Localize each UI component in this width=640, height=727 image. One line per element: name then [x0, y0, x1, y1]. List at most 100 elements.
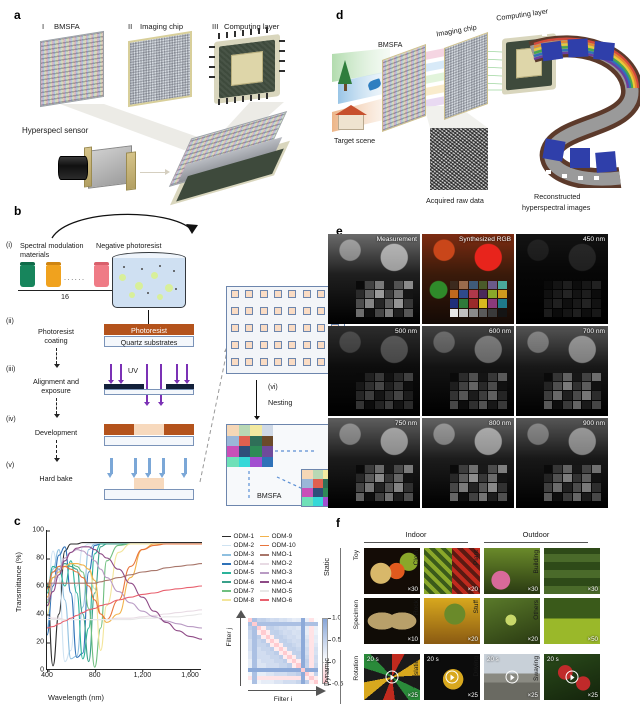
legend-swatch — [222, 563, 231, 565]
panel-e-cell-tag: 450 nm — [583, 236, 605, 243]
legend-item-nmo-4: NMO-4 — [260, 577, 296, 586]
panel-f-thumbnail[interactable]: ×10 — [364, 598, 420, 644]
panel-f-thumbnail[interactable]: ×30 — [484, 548, 540, 594]
material-bottle-1 — [20, 265, 35, 287]
color-checker-patch — [553, 290, 562, 299]
heatmap-cell — [283, 671, 288, 676]
panel-e-cell-tag: 900 nm — [583, 420, 605, 427]
legend-item-odm-1: ODM-1 — [222, 532, 254, 541]
heatmap-cell — [278, 655, 283, 660]
legend-column-1: ODM-1 ODM-2 ODM-3 ODM-4 ODM-5 ODM-6 ODM-7 ODM-8 — [222, 532, 254, 605]
scene-tree-trunk — [344, 84, 347, 91]
color-checker-patch — [365, 372, 374, 382]
panel-f-thumbnail[interactable]: ×25 20 s — [424, 654, 480, 700]
color-checker-patch — [449, 280, 459, 290]
colorbar-tick-2: 0 — [332, 658, 336, 666]
legend-item-odm-7: ODM-7 — [222, 587, 254, 596]
heatmap-cell — [256, 630, 262, 635]
panel-f-thumbnail-label: Plant — [473, 550, 480, 566]
color-checker-patch — [478, 299, 488, 308]
panel-f-thumbnail[interactable]: ×30 — [544, 548, 600, 594]
color-checker-patch — [384, 474, 394, 483]
heatmap-cell — [300, 622, 305, 627]
heatmap-cell — [252, 675, 257, 680]
panel-e-cell-tag: 500 nm — [395, 328, 417, 335]
colorbar-tick-3: -0.5 — [332, 680, 344, 688]
panel-b-arrow-ii-iii — [53, 348, 60, 368]
heatmap-cell — [265, 630, 270, 635]
panel-f-thumbnail[interactable]: ×25 20 s — [544, 654, 600, 700]
color-checker-patch — [497, 400, 507, 409]
panel-c: c 0 20 40 60 80 100 400 800 1,200 1,600 Transmit… — [0, 510, 360, 727]
camera-arrow-head — [165, 169, 170, 175]
color-checker-patch — [459, 280, 468, 290]
heatmap-cell — [309, 630, 314, 635]
color-checker-patch — [497, 308, 507, 317]
heatmap-cell — [287, 667, 292, 672]
panel-f-thumbnail[interactable]: ×20 — [424, 598, 480, 644]
color-checker-patch — [497, 280, 507, 290]
color-checker-patch — [591, 308, 601, 317]
play-icon[interactable] — [565, 670, 579, 684]
color-checker-patch — [394, 464, 403, 474]
legend-label: ODM-6 — [233, 578, 255, 586]
color-checker-patch — [403, 400, 413, 409]
heatmap-cell — [309, 646, 314, 651]
bmsfa-mosaic-cell — [302, 470, 313, 479]
color-checker-patch — [449, 492, 459, 501]
color-checker-patch — [572, 280, 582, 290]
color-checker-patch — [553, 464, 562, 474]
panel-f-thumbnail[interactable]: ×30 — [364, 548, 420, 594]
heatmap-cell — [269, 634, 275, 639]
color-checker-patch — [403, 391, 413, 400]
legend-swatch — [260, 599, 270, 601]
heatmap-cell — [274, 667, 279, 672]
heatmap-cell — [261, 655, 266, 660]
filter-array-cell — [273, 307, 282, 315]
panel-f-thumbnail[interactable]: ×25 20 s — [364, 654, 420, 700]
heatmap-cell — [269, 638, 275, 643]
heatmap-cell — [252, 626, 257, 631]
panel-e-cell: 500 nm — [328, 326, 420, 416]
panel-f-thumbnail[interactable]: ×20 — [484, 598, 540, 644]
panel-f-thumbnail[interactable]: ×50 — [544, 598, 600, 644]
legend-item-odm-9: ODM-9 — [260, 532, 296, 541]
heatmap-cell — [291, 638, 297, 643]
filter-array-cell — [316, 324, 325, 332]
color-checker-patch — [468, 290, 478, 299]
panel-f-thumbnail[interactable]: ×20 — [424, 548, 480, 594]
color-checker-patch — [394, 372, 403, 382]
color-checker-patch — [403, 280, 413, 290]
heatmap-cell — [261, 659, 266, 664]
heatmap-cell — [313, 626, 318, 631]
heatmap-cell — [256, 622, 262, 627]
bmsfa-mosaic-cell — [250, 446, 262, 457]
uv-arrow-3 — [144, 364, 150, 406]
color-checker-patch — [591, 382, 601, 391]
play-icon[interactable] — [505, 670, 519, 684]
color-checker-patch — [449, 464, 459, 474]
imaging-chip-illustration — [128, 30, 192, 108]
heatmap-cell — [304, 659, 310, 664]
heatmap-cell — [252, 622, 257, 627]
heatmap-cell — [252, 638, 257, 643]
hyperspectral-sensor-label: Hyperspecl sensor — [22, 126, 89, 135]
heatmap-cell — [256, 646, 262, 651]
heatmap-cell — [248, 626, 253, 631]
panel-e-scene — [328, 234, 420, 324]
heatmap-cell — [252, 630, 257, 635]
color-checker-patch — [591, 391, 601, 400]
play-icon[interactable] — [445, 670, 459, 684]
bmsfa-plate-illustration — [40, 30, 104, 108]
color-checker-patch — [553, 400, 562, 409]
heatmap-cell — [300, 634, 305, 639]
heatmap-cell — [256, 655, 262, 660]
heatmap-cell — [248, 646, 253, 651]
heatmap-cell — [309, 663, 314, 668]
heatmap-cell — [265, 667, 270, 672]
heatmap-cell — [283, 618, 288, 623]
color-checker-patch — [562, 391, 572, 400]
panel-f-thumbnail[interactable]: ×25 20 s — [484, 654, 540, 700]
color-checker-patch — [394, 474, 403, 483]
play-icon[interactable] — [385, 670, 399, 684]
